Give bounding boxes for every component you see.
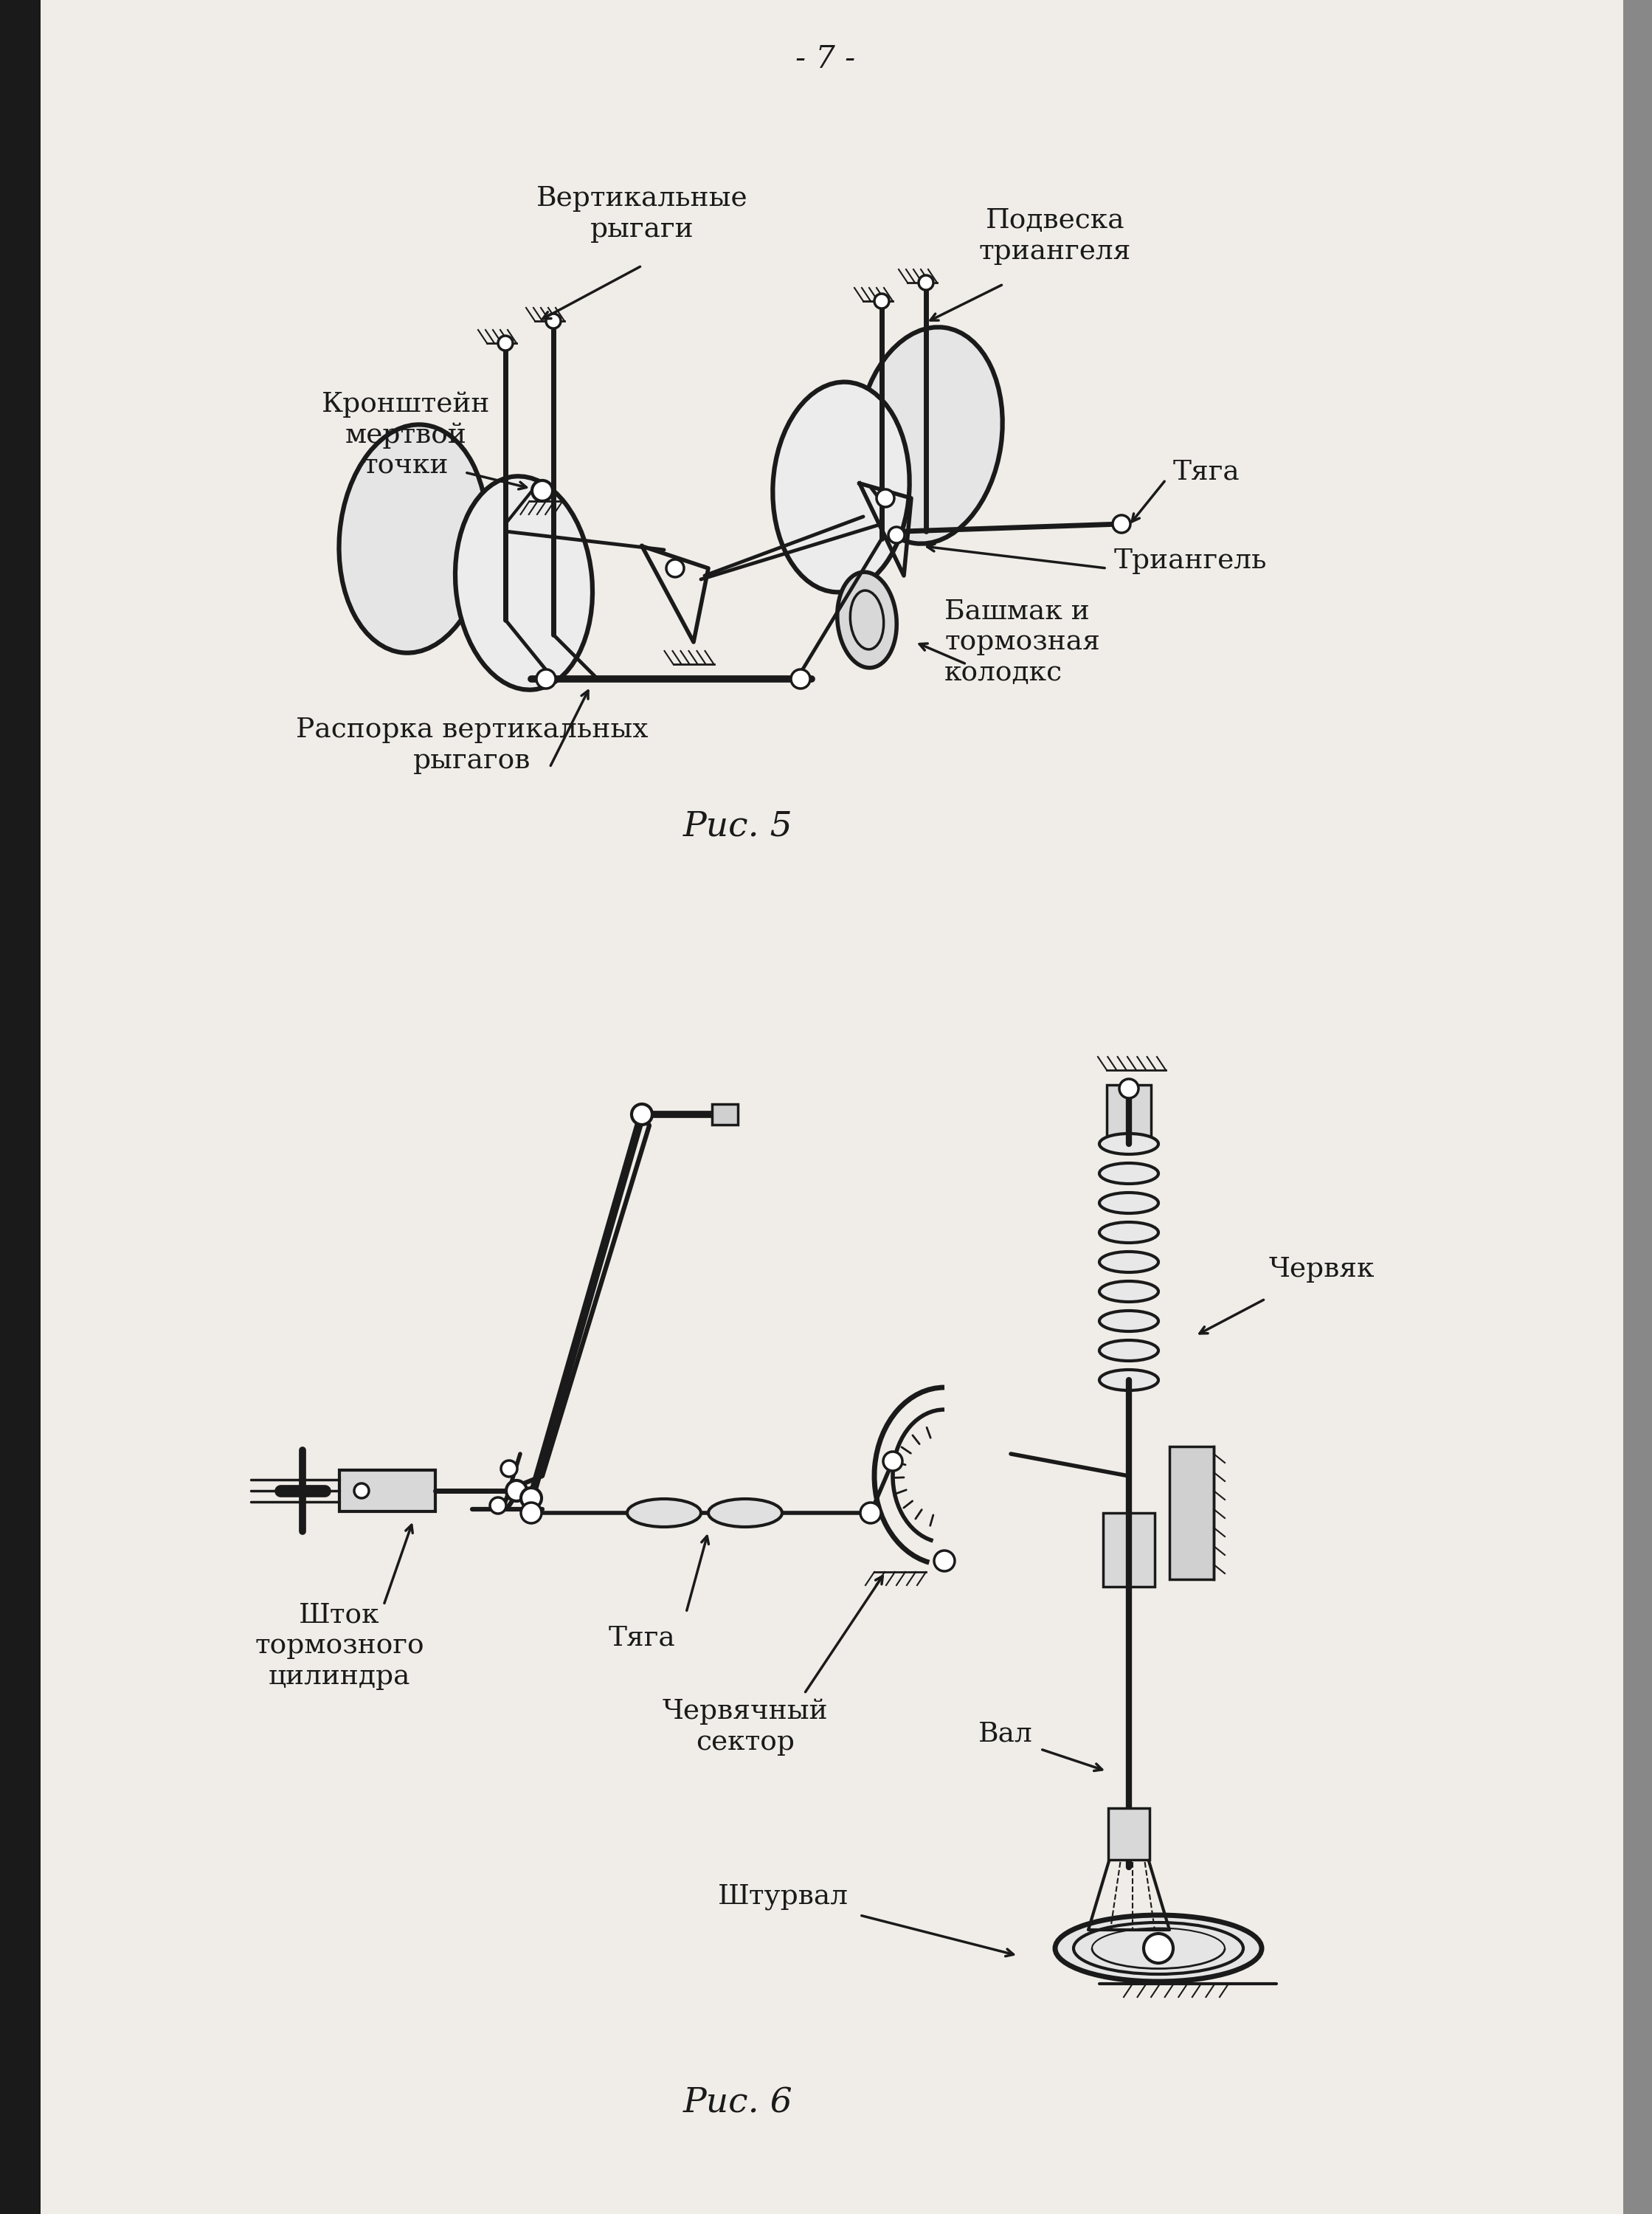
Ellipse shape: [339, 425, 487, 653]
Circle shape: [501, 1461, 517, 1477]
Circle shape: [537, 669, 555, 689]
Text: Тяга: Тяга: [608, 1625, 676, 1652]
Ellipse shape: [1099, 1251, 1158, 1273]
Text: Тяга: Тяга: [1173, 458, 1241, 485]
Ellipse shape: [1099, 1134, 1158, 1153]
Ellipse shape: [857, 328, 1003, 545]
Ellipse shape: [1099, 1282, 1158, 1302]
FancyBboxPatch shape: [1108, 1809, 1150, 1860]
Circle shape: [791, 669, 809, 689]
FancyBboxPatch shape: [712, 1105, 738, 1125]
Ellipse shape: [773, 383, 910, 591]
Text: Башмак и
тормозная
колодкс: Башмак и тормозная колодкс: [945, 598, 1100, 686]
Text: Червячный
сектор: Червячный сектор: [662, 1698, 828, 1756]
Circle shape: [631, 1105, 653, 1125]
Text: Триангель: Триангель: [1113, 547, 1267, 573]
Circle shape: [919, 275, 933, 290]
Text: Вертикальные
рыгаги: Вертикальные рыгаги: [537, 186, 748, 244]
Circle shape: [547, 314, 560, 328]
Circle shape: [884, 1452, 902, 1470]
FancyBboxPatch shape: [1107, 1085, 1151, 1136]
Text: Кронштейн
мертвой
точки: Кронштейн мертвой точки: [322, 392, 491, 480]
Circle shape: [933, 1550, 955, 1572]
Ellipse shape: [1099, 1339, 1158, 1362]
Ellipse shape: [709, 1499, 781, 1528]
Circle shape: [354, 1483, 368, 1499]
FancyBboxPatch shape: [1624, 0, 1652, 2214]
Circle shape: [666, 560, 684, 578]
Circle shape: [1120, 1078, 1138, 1098]
Text: - 7 -: - 7 -: [796, 44, 856, 75]
Ellipse shape: [456, 476, 593, 691]
Text: Рис. 6: Рис. 6: [682, 2086, 793, 2121]
Circle shape: [1113, 516, 1130, 534]
Ellipse shape: [1099, 1162, 1158, 1184]
FancyBboxPatch shape: [1104, 1512, 1155, 1587]
Ellipse shape: [838, 571, 897, 669]
Text: Подвеска
триангеля: Подвеска триангеля: [980, 208, 1132, 266]
FancyBboxPatch shape: [0, 0, 41, 2214]
Text: Штурвал: Штурвал: [719, 1884, 849, 1911]
Ellipse shape: [1099, 1193, 1158, 1213]
Text: Распорка вертикальных
рыгагов: Распорка вертикальных рыгагов: [296, 717, 648, 775]
Circle shape: [491, 1497, 506, 1514]
FancyBboxPatch shape: [339, 1470, 436, 1512]
Circle shape: [1143, 1933, 1173, 1964]
Ellipse shape: [1099, 1222, 1158, 1242]
FancyBboxPatch shape: [1170, 1446, 1214, 1579]
Text: Шток
тормозного
цилиндра: Шток тормозного цилиндра: [254, 1601, 425, 1689]
Ellipse shape: [628, 1499, 700, 1528]
Text: Рис. 5: Рис. 5: [682, 810, 793, 844]
Circle shape: [532, 480, 553, 500]
Circle shape: [874, 294, 889, 308]
Circle shape: [520, 1488, 542, 1508]
Circle shape: [506, 1481, 527, 1501]
Circle shape: [877, 489, 894, 507]
Circle shape: [861, 1503, 881, 1523]
Text: Вал: Вал: [978, 1720, 1032, 1747]
Circle shape: [520, 1503, 542, 1523]
Text: Червяк: Червяк: [1269, 1255, 1374, 1282]
Ellipse shape: [1099, 1311, 1158, 1331]
Ellipse shape: [1056, 1915, 1262, 1982]
Ellipse shape: [1099, 1370, 1158, 1390]
Circle shape: [497, 337, 512, 350]
Circle shape: [889, 527, 905, 542]
